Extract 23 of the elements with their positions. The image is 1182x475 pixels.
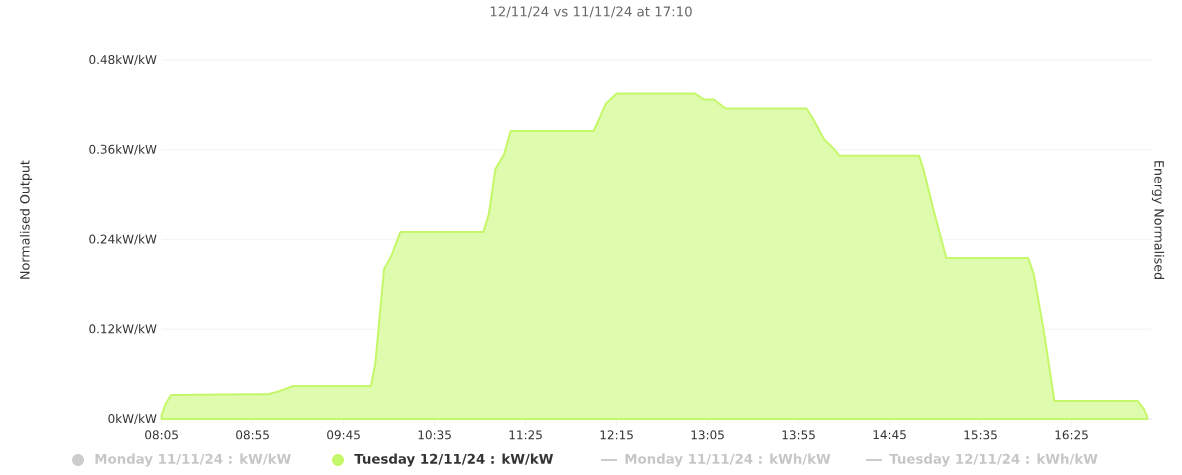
x-tick-label: 11:25 [509,430,542,440]
x-tick-label: 08:55 [236,430,269,440]
legend-label: Monday 11/11/24 : kW/kW [95,453,291,467]
y2-axis-title: Energy Normalised [1151,161,1165,279]
x-tick-label: 15:35 [964,430,997,440]
x-tick-label: 13:55 [782,430,815,440]
y-tick-label: 0.24kW/kW [89,234,157,245]
x-tick-label: 13:05 [691,430,724,440]
y-axis-title: Normalised Output [19,160,33,279]
x-tick-label: 08:05 [145,430,178,440]
x-tick-label: 12:15 [600,430,633,440]
x-tick-label: 10:35 [418,430,451,440]
y-tick-label: 0.48kW/kW [89,54,157,66]
x-tick-label: 16:25 [1055,430,1088,440]
x-tick-label: 09:45 [327,430,360,440]
y-tick-label: 0kW/kW [108,413,157,425]
legend-label: Tuesday 12/11/24 : kWh/kW [889,453,1098,467]
x-tick-label: 14:45 [873,430,906,440]
legend-label: Monday 11/11/24 : kWh/kW [625,453,831,467]
chart-title: 12/11/24 vs 11/11/24 at 17:10 [490,6,692,18]
y-tick-label: 0.36kW/kW [89,144,157,155]
legend-label: Tuesday 12/11/24 : kW/kW [354,453,554,467]
y-tick-label: 0.12kW/kW [89,324,157,335]
